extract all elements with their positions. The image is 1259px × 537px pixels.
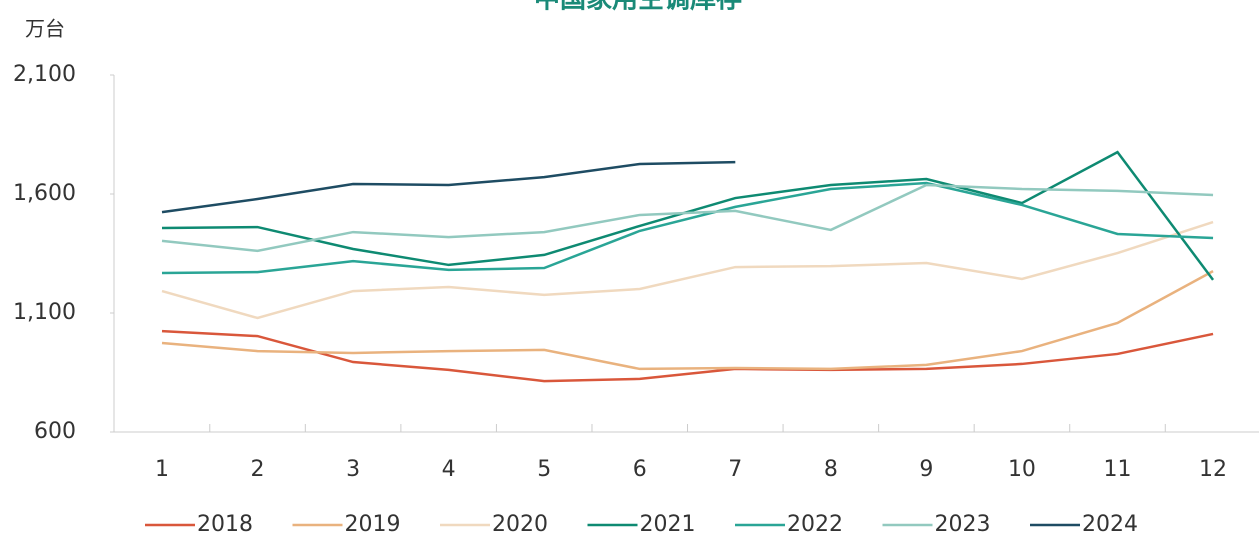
x-tick-label: 1 xyxy=(155,457,169,482)
legend-label: 2024 xyxy=(1082,512,1138,537)
y-tick-label: 600 xyxy=(34,419,76,444)
series-line xyxy=(161,181,1214,275)
legend-label: 2018 xyxy=(197,512,253,537)
y-tick-label: 1,600 xyxy=(13,181,76,206)
x-tick-label: 3 xyxy=(346,457,360,482)
y-axis-label: 万台 xyxy=(25,17,65,41)
x-tick-label: 5 xyxy=(537,457,551,482)
x-tick-label: 4 xyxy=(442,457,456,482)
series-line xyxy=(161,160,736,214)
legend-label: 2023 xyxy=(935,512,991,537)
y-tick-label: 1,100 xyxy=(13,300,76,325)
legend-label: 2022 xyxy=(787,512,843,537)
x-tick-label: 11 xyxy=(1104,457,1132,482)
x-tick-label: 9 xyxy=(919,457,933,482)
legend-label: 2020 xyxy=(492,512,548,537)
series-line xyxy=(161,270,1214,371)
legend-label: 2019 xyxy=(345,512,401,537)
x-tick-label: 8 xyxy=(824,457,838,482)
series-line xyxy=(161,329,1214,383)
x-tick-label: 7 xyxy=(728,457,742,482)
legend-label: 2021 xyxy=(640,512,696,537)
series-line xyxy=(161,183,1214,253)
x-tick-label: 6 xyxy=(633,457,647,482)
x-tick-label: 2 xyxy=(251,457,265,482)
chart-title: 中国家用空调库存 xyxy=(534,0,742,15)
series-line xyxy=(161,220,1214,320)
y-tick-label: 2,100 xyxy=(13,62,76,87)
x-tick-label: 12 xyxy=(1199,457,1227,482)
x-tick-label: 10 xyxy=(1008,457,1036,482)
